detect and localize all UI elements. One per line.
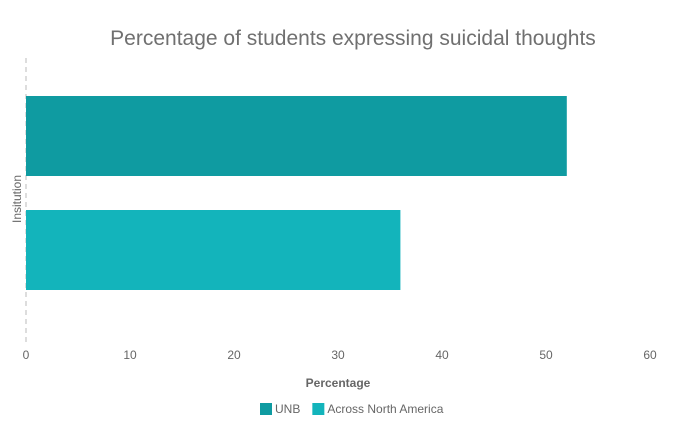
legend-item-across-north-america[interactable]: Across North America	[312, 402, 444, 416]
legend[interactable]: UNB Across North America	[260, 402, 444, 416]
x-tick-label: 10	[123, 348, 137, 362]
x-tick-label: 60	[643, 348, 657, 362]
chart-title: Percentage of students expressing suicid…	[110, 27, 596, 50]
bar-across-north-america[interactable]	[26, 210, 401, 290]
legend-item-unb[interactable]: UNB	[260, 402, 300, 416]
x-tick-label: 30	[331, 348, 345, 362]
x-ticks-group: 0 10 20 30 40 50 60	[23, 348, 657, 362]
x-tick-label: 20	[227, 348, 241, 362]
legend-swatch	[312, 403, 325, 415]
x-axis-title: Percentage	[306, 376, 371, 390]
x-tick-label: 40	[435, 348, 449, 362]
legend-label: Across North America	[327, 402, 443, 416]
x-tick-label: 50	[539, 348, 553, 362]
x-tick-label: 0	[23, 348, 30, 362]
legend-label: UNB	[275, 402, 300, 416]
y-axis-title: Insitution	[10, 175, 24, 223]
bars-group	[26, 96, 567, 290]
bar-unb[interactable]	[26, 96, 567, 176]
legend-swatch	[260, 403, 272, 415]
